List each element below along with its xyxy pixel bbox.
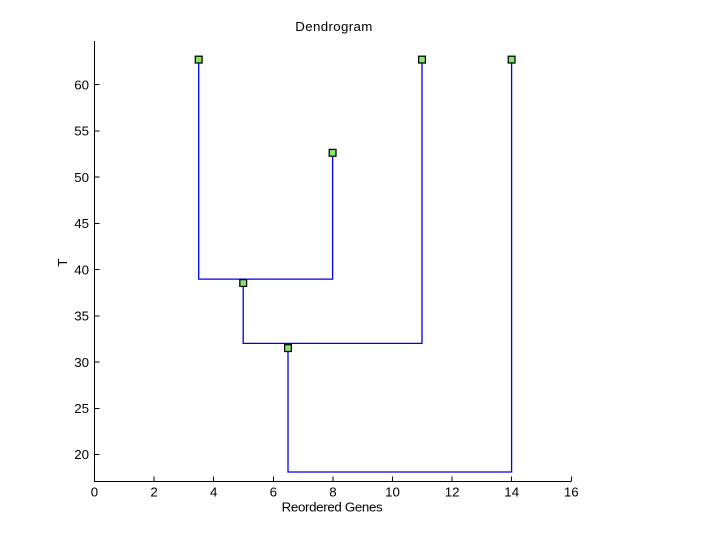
svg-text:10: 10 [385, 485, 400, 500]
svg-text:14: 14 [504, 485, 519, 500]
svg-text:55: 55 [74, 124, 89, 139]
svg-text:Dendrogram: Dendrogram [295, 19, 372, 34]
svg-text:35: 35 [74, 309, 89, 324]
svg-text:25: 25 [74, 401, 89, 416]
svg-text:30: 30 [74, 355, 89, 370]
svg-text:0: 0 [91, 485, 98, 500]
svg-text:45: 45 [74, 216, 89, 231]
svg-text:6: 6 [270, 485, 277, 500]
svg-text:12: 12 [445, 485, 460, 500]
svg-text:T: T [55, 258, 70, 266]
svg-text:40: 40 [74, 262, 89, 277]
svg-text:Reordered Genes: Reordered Genes [282, 500, 383, 515]
svg-text:20: 20 [74, 447, 89, 462]
svg-text:60: 60 [74, 77, 89, 92]
svg-text:16: 16 [564, 485, 579, 500]
svg-text:50: 50 [74, 170, 89, 185]
svg-text:2: 2 [150, 485, 157, 500]
svg-text:8: 8 [329, 485, 336, 500]
svg-text:4: 4 [210, 485, 217, 500]
